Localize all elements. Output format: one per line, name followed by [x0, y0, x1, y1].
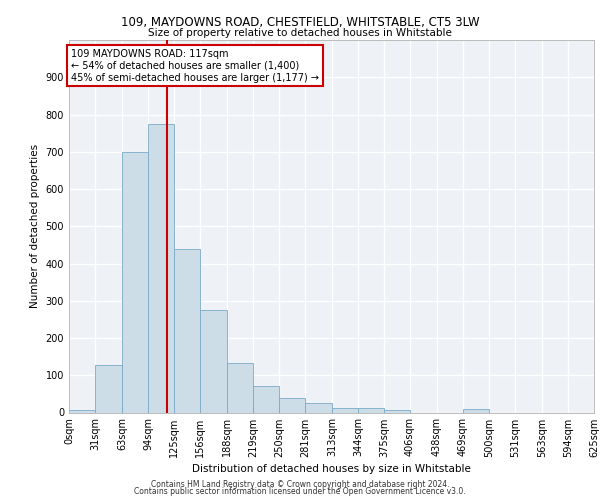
Bar	[358, 408, 384, 412]
Bar	[463, 409, 489, 412]
Bar	[253, 386, 279, 412]
Text: 109, MAYDOWNS ROAD, CHESTFIELD, WHITSTABLE, CT5 3LW: 109, MAYDOWNS ROAD, CHESTFIELD, WHITSTAB…	[121, 16, 479, 29]
Bar	[332, 408, 358, 412]
Bar	[200, 310, 227, 412]
Bar	[227, 363, 253, 412]
Text: Contains public sector information licensed under the Open Government Licence v3: Contains public sector information licen…	[134, 488, 466, 496]
Bar	[69, 410, 95, 412]
Text: Contains HM Land Registry data © Crown copyright and database right 2024.: Contains HM Land Registry data © Crown c…	[151, 480, 449, 489]
Bar	[305, 403, 332, 412]
Text: Size of property relative to detached houses in Whitstable: Size of property relative to detached ho…	[148, 28, 452, 38]
Bar	[174, 248, 200, 412]
Y-axis label: Number of detached properties: Number of detached properties	[30, 144, 40, 308]
X-axis label: Distribution of detached houses by size in Whitstable: Distribution of detached houses by size …	[192, 464, 471, 473]
Bar	[384, 410, 410, 412]
Bar	[122, 152, 148, 412]
Bar	[279, 398, 305, 412]
Bar	[95, 365, 122, 412]
Text: 109 MAYDOWNS ROAD: 117sqm
← 54% of detached houses are smaller (1,400)
45% of se: 109 MAYDOWNS ROAD: 117sqm ← 54% of detac…	[71, 50, 319, 82]
Bar	[148, 124, 174, 412]
